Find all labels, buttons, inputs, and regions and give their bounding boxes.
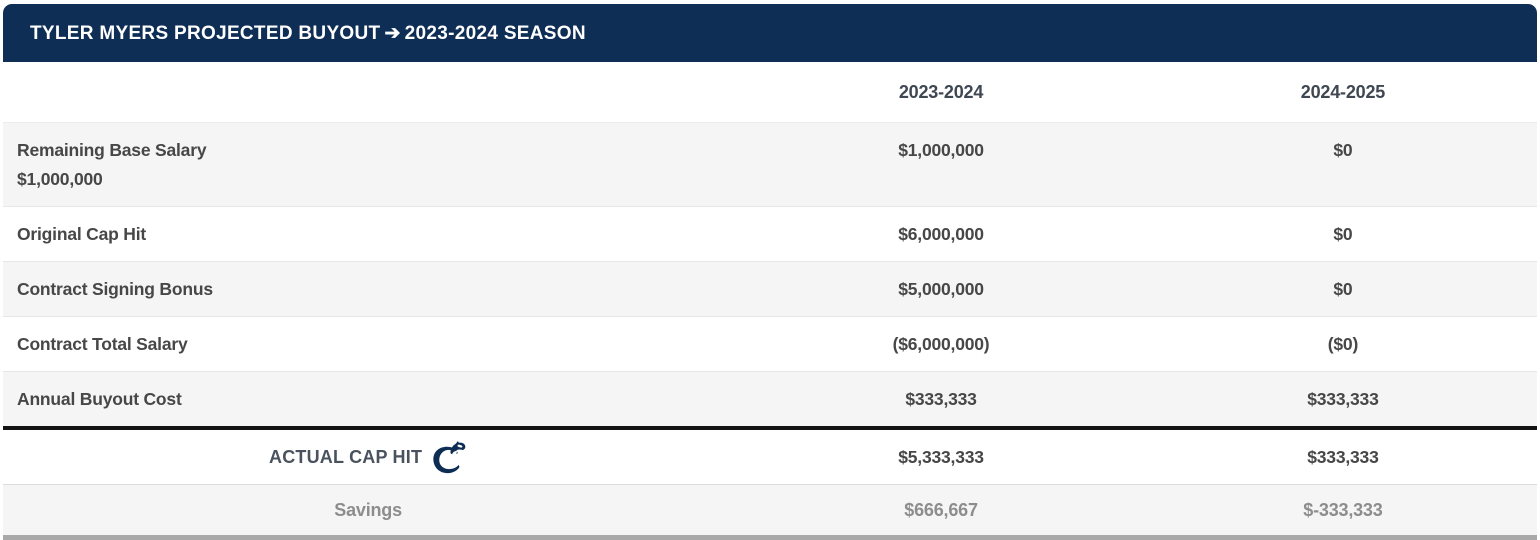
card-title-text: TYLER MYERS PROJECTED BUYOUT — [30, 22, 381, 44]
table-header-row: 2023-2024 2024-2025 — [3, 62, 1537, 123]
row-label: Remaining Base Salary — [17, 140, 207, 160]
card-title-season: 2023-2024 SEASON — [404, 22, 586, 44]
canucks-orca-logo-icon — [429, 440, 467, 474]
row-value-2023-2024: $1,000,000 — [898, 140, 984, 160]
actual-cap-hit-row: ACTUAL CAP HIT $5,333,333 $333,333 — [3, 426, 1537, 484]
row-value-2024-2025: $0 — [1333, 223, 1353, 244]
row-label: Contract Signing Bonus — [17, 278, 213, 299]
savings-value-2023-2024: $666,667 — [904, 499, 978, 520]
actual-cap-hit-value-2023-2024: $5,333,333 — [898, 446, 984, 467]
row-value-2024-2025: ($0) — [1327, 333, 1359, 354]
column-header-2024-2025: 2024-2025 — [1300, 81, 1386, 102]
column-header-2023-2024: 2023-2024 — [898, 81, 984, 102]
row-value-2023-2024: $333,333 — [905, 388, 977, 409]
savings-row: Savings $666,667 $-333,333 — [3, 484, 1537, 535]
row-label: Annual Buyout Cost — [17, 388, 182, 409]
row-label: Contract Total Salary — [17, 333, 188, 354]
actual-cap-hit-label-cell: ACTUAL CAP HIT — [3, 440, 733, 474]
row-value-2024-2025: $0 — [1333, 278, 1353, 299]
card-title-bar: TYLER MYERS PROJECTED BUYOUT ➔ 2023-2024 S… — [3, 4, 1537, 62]
table-row: Contract Total Salary ($6,000,000) ($0) — [3, 316, 1537, 371]
table-row: Original Cap Hit $6,000,000 $0 — [3, 206, 1537, 261]
actual-cap-hit-label: ACTUAL CAP HIT — [269, 446, 423, 467]
table-row: Contract Signing Bonus $5,000,000 $0 — [3, 261, 1537, 316]
row-sublabel: $1,000,000 — [17, 169, 103, 189]
table-row: Annual Buyout Cost $333,333 $333,333 — [3, 371, 1537, 426]
row-value-2024-2025: $0 — [1333, 140, 1353, 160]
row-value-2023-2024: ($6,000,000) — [892, 333, 990, 354]
actual-cap-hit-value-2024-2025: $333,333 — [1307, 446, 1379, 467]
table-row: Remaining Base Salary $1,000,000 $1,000,… — [3, 123, 1537, 206]
savings-value-2024-2025: $-333,333 — [1303, 499, 1383, 520]
card-title: TYLER MYERS PROJECTED BUYOUT ➔ 2023-2024 S… — [30, 22, 586, 45]
savings-label: Savings — [334, 499, 402, 520]
arrow-right-icon: ➔ — [384, 22, 401, 44]
buyout-result-card: TYLER MYERS PROJECTED BUYOUT ➔ 2023-2024 S… — [3, 4, 1537, 540]
row-value-2024-2025: $333,333 — [1307, 388, 1379, 409]
row-label: Original Cap Hit — [17, 223, 147, 244]
buyout-table: 2023-2024 2024-2025 Remaining Base Salar… — [3, 62, 1537, 540]
row-value-2023-2024: $5,000,000 — [898, 278, 984, 299]
row-value-2023-2024: $6,000,000 — [898, 223, 984, 244]
row-label-cell: Remaining Base Salary $1,000,000 — [3, 123, 733, 194]
